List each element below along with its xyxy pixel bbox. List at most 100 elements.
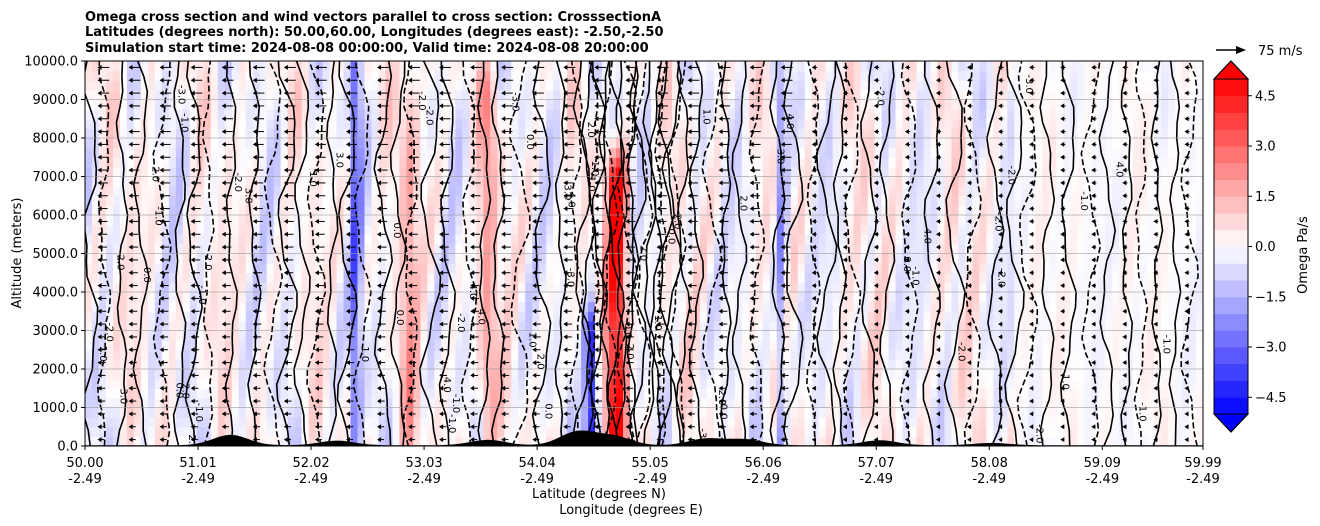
omega-fill-cell bbox=[126, 340, 135, 351]
omega-fill-cell bbox=[539, 320, 547, 332]
omega-fill-cell bbox=[455, 320, 463, 332]
omega-fill-cell bbox=[902, 359, 911, 370]
omega-fill-cell bbox=[448, 417, 456, 428]
omega-fill-cell bbox=[832, 272, 841, 283]
omega-fill-cell bbox=[175, 436, 184, 446]
omega-fill-cell bbox=[175, 349, 184, 360]
omega-fill-cell bbox=[168, 176, 177, 187]
omega-fill-cell bbox=[287, 407, 296, 418]
omega-fill-cell bbox=[881, 369, 890, 380]
omega-fill-cell bbox=[112, 320, 121, 332]
omega-fill-cell bbox=[85, 349, 93, 360]
omega-fill-cell bbox=[85, 118, 93, 129]
omega-fill-cell bbox=[518, 320, 526, 332]
omega-fill-cell bbox=[343, 176, 352, 187]
omega-fill-cell bbox=[644, 301, 652, 312]
omega-fill-cell bbox=[776, 282, 785, 293]
omega-fill-cell bbox=[85, 205, 93, 216]
omega-fill-cell bbox=[245, 234, 254, 245]
omega-fill-cell bbox=[832, 407, 841, 418]
omega-fill-cell bbox=[839, 147, 848, 158]
omega-fill-cell bbox=[448, 359, 456, 370]
omega-fill-cell bbox=[462, 349, 470, 360]
omega-fill-cell bbox=[874, 311, 883, 322]
omega-fill-cell bbox=[357, 292, 366, 303]
omega-fill-cell bbox=[671, 340, 680, 351]
omega-fill-cell bbox=[664, 359, 673, 370]
omega-fill-cell bbox=[546, 349, 554, 360]
omega-fill-cell bbox=[832, 215, 841, 226]
omega-fill-cell bbox=[196, 426, 205, 437]
omega-fill-cell bbox=[350, 234, 359, 245]
omega-fill-cell bbox=[797, 311, 806, 322]
omega-fill-cell bbox=[664, 234, 673, 245]
omega-fill-cell bbox=[217, 109, 226, 120]
omega-fill-cell bbox=[259, 224, 268, 235]
omega-fill-cell bbox=[539, 80, 547, 91]
omega-fill-cell bbox=[553, 89, 561, 101]
omega-fill-cell bbox=[825, 397, 834, 409]
omega-fill-cell bbox=[301, 388, 310, 399]
omega-fill-cell bbox=[825, 147, 834, 158]
omega-fill-cell bbox=[706, 157, 715, 168]
omega-fill-cell bbox=[909, 369, 918, 380]
omega-fill-cell bbox=[713, 128, 722, 139]
omega-fill-cell bbox=[238, 378, 247, 389]
omega-fill-cell bbox=[539, 186, 547, 197]
omega-fill-cell bbox=[881, 397, 890, 409]
omega-fill-cell bbox=[336, 407, 345, 418]
omega-fill-cell bbox=[98, 234, 107, 245]
omega-fill-cell bbox=[434, 243, 442, 255]
omega-fill-cell bbox=[476, 263, 484, 274]
omega-fill-cell bbox=[734, 272, 743, 283]
omega-fill-cell bbox=[119, 70, 128, 81]
omega-fill-cell bbox=[490, 311, 498, 322]
omega-fill-cell bbox=[560, 195, 568, 206]
omega-fill-cell bbox=[175, 99, 184, 110]
omega-fill-cell bbox=[112, 388, 121, 399]
omega-fill-cell bbox=[119, 147, 128, 158]
omega-fill-cell bbox=[322, 417, 331, 428]
omega-fill-cell bbox=[490, 369, 498, 380]
omega-fill-cell bbox=[511, 369, 519, 380]
omega-fill-cell bbox=[664, 109, 673, 120]
omega-fill-cell bbox=[504, 369, 512, 380]
omega-fill-cell bbox=[427, 282, 435, 293]
omega-fill-cell bbox=[315, 369, 324, 380]
omega-fill-cell bbox=[462, 205, 470, 216]
omega-fill-cell bbox=[392, 407, 401, 418]
omega-fill-cell bbox=[846, 417, 855, 428]
omega-fill-cell bbox=[336, 166, 345, 178]
omega-fill-cell bbox=[692, 80, 701, 91]
omega-fill-cell bbox=[546, 253, 554, 264]
omega-fill-cell bbox=[525, 340, 533, 351]
omega-fill-cell bbox=[825, 426, 834, 437]
omega-fill-cell bbox=[706, 186, 715, 197]
omega-fill-cell bbox=[539, 176, 547, 187]
omega-fill-cell bbox=[364, 128, 373, 139]
omega-fill-cell bbox=[85, 436, 93, 446]
omega-fill-cell bbox=[161, 263, 170, 274]
omega-fill-cell bbox=[623, 166, 631, 178]
omega-fill-cell bbox=[790, 99, 799, 110]
omega-fill-cell bbox=[692, 397, 701, 409]
omega-fill-cell bbox=[888, 369, 897, 380]
omega-fill-cell bbox=[664, 215, 673, 226]
omega-fill-cell bbox=[637, 330, 645, 341]
omega-fill-cell bbox=[853, 99, 862, 110]
omega-fill-cell bbox=[441, 426, 449, 437]
omega-fill-cell bbox=[944, 311, 953, 322]
omega-fill-cell bbox=[98, 89, 107, 101]
omega-fill-cell bbox=[133, 417, 142, 428]
omega-fill-cell bbox=[867, 99, 876, 110]
omega-fill-cell bbox=[406, 426, 415, 437]
omega-fill-cell bbox=[119, 243, 128, 255]
omega-fill-cell bbox=[713, 243, 722, 255]
omega-fill-cell bbox=[804, 118, 813, 129]
omega-fill-cell bbox=[783, 330, 792, 341]
omega-fill-cell bbox=[420, 70, 428, 81]
omega-fill-cell bbox=[567, 166, 575, 178]
omega-fill-cell bbox=[462, 272, 470, 283]
omega-fill-cell bbox=[671, 234, 680, 245]
omega-fill-cell bbox=[518, 215, 526, 226]
